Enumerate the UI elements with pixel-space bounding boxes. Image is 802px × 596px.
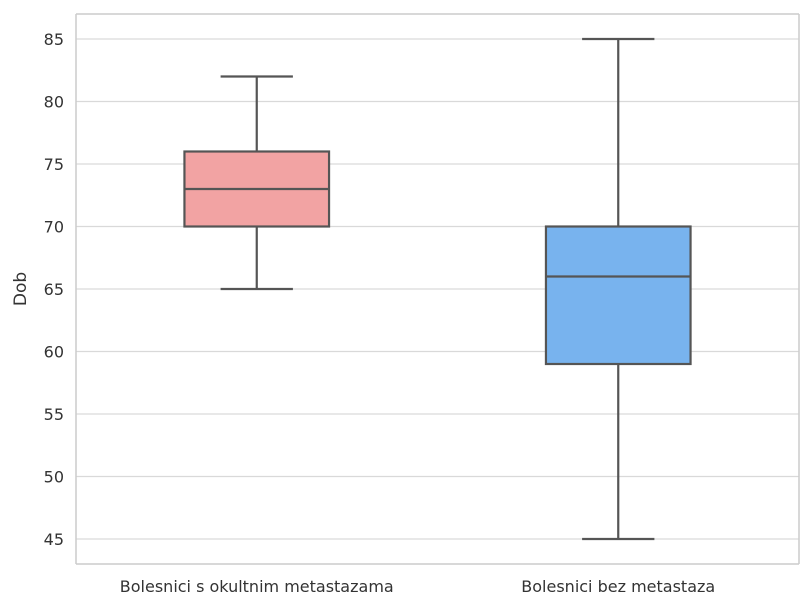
- y-tick-label-50: 50: [44, 468, 64, 487]
- spine-layer: [75, 13, 800, 565]
- box-layer: [183, 37, 692, 541]
- x-tick-label-1: Bolesnici s okultnim metastazama: [120, 577, 394, 596]
- y-tick-label-55: 55: [44, 405, 64, 424]
- y-tick-label-70: 70: [44, 218, 64, 237]
- x-tick-labels: Bolesnici s okultnim metastazama Bolesnic…: [120, 577, 715, 596]
- y-tick-label-60: 60: [44, 343, 64, 362]
- x-tick-label-2: Bolesnici bez metastaza: [521, 577, 715, 596]
- y-tick-label-65: 65: [44, 280, 64, 299]
- y-tick-label-75: 75: [44, 155, 64, 174]
- y-axis-label: Dob: [11, 272, 31, 306]
- box-group-1: [183, 75, 331, 291]
- y-tick-label-85: 85: [44, 30, 64, 49]
- box-group-2: [544, 37, 692, 541]
- grid-layer: [76, 38, 799, 540]
- y-tick-label-45: 45: [44, 530, 64, 549]
- y-tick-label-80: 80: [44, 93, 64, 112]
- box-iqr: [544, 225, 692, 366]
- y-tick-labels: 45 50 55 60 65 70 75 80 85: [44, 30, 64, 549]
